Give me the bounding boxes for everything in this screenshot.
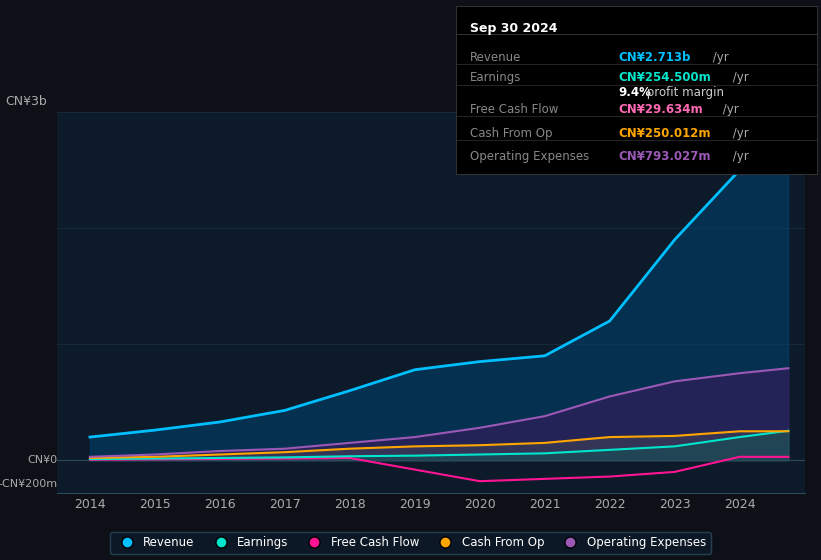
Text: profit margin: profit margin <box>644 86 724 99</box>
Text: /yr: /yr <box>730 71 750 84</box>
Legend: Revenue, Earnings, Free Cash Flow, Cash From Op, Operating Expenses: Revenue, Earnings, Free Cash Flow, Cash … <box>110 531 711 554</box>
Text: /yr: /yr <box>709 51 729 64</box>
Text: Revenue: Revenue <box>470 51 521 64</box>
Text: CN¥250.012m: CN¥250.012m <box>618 127 711 139</box>
Text: /yr: /yr <box>730 150 750 163</box>
Text: /yr: /yr <box>730 127 750 139</box>
Text: CN¥3b: CN¥3b <box>5 95 47 108</box>
Text: Operating Expenses: Operating Expenses <box>470 150 589 163</box>
Text: -CN¥200m: -CN¥200m <box>0 478 57 488</box>
Text: CN¥29.634m: CN¥29.634m <box>618 103 703 116</box>
Text: CN¥254.500m: CN¥254.500m <box>618 71 711 84</box>
Text: Cash From Op: Cash From Op <box>470 127 553 139</box>
Text: /yr: /yr <box>719 103 739 116</box>
Text: Free Cash Flow: Free Cash Flow <box>470 103 558 116</box>
Text: Sep 30 2024: Sep 30 2024 <box>470 22 557 35</box>
Text: CN¥2.713b: CN¥2.713b <box>618 51 690 64</box>
Text: CN¥0: CN¥0 <box>27 455 57 465</box>
Text: Earnings: Earnings <box>470 71 521 84</box>
Text: 9.4%: 9.4% <box>618 86 651 99</box>
Text: CN¥793.027m: CN¥793.027m <box>618 150 711 163</box>
